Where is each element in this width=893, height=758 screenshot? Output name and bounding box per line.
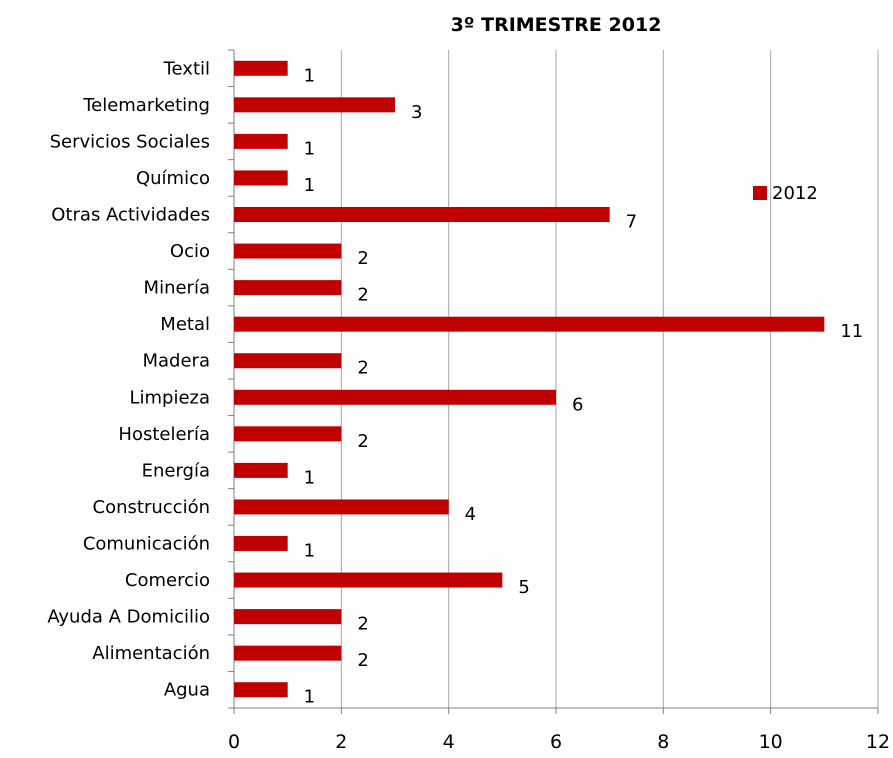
data-label: 2: [357, 285, 368, 306]
bar: [234, 243, 342, 259]
data-label: 2: [357, 650, 368, 671]
bar: [234, 353, 342, 369]
data-label: 2: [357, 248, 368, 269]
x-tick-label: 12: [866, 731, 890, 753]
data-label: 2: [357, 431, 368, 452]
bar: [234, 462, 288, 478]
bar: [234, 645, 342, 661]
data-label: 2: [357, 614, 368, 635]
x-tick-label: 2: [335, 731, 347, 753]
bar: [234, 609, 342, 625]
y-tick-label: Construcción: [93, 497, 210, 518]
bar: [234, 170, 288, 186]
y-tick-label: Agua: [164, 680, 210, 701]
bar: [234, 499, 449, 515]
y-tick-label: Madera: [143, 351, 211, 372]
bar: [234, 426, 342, 442]
x-tick-label: 6: [550, 731, 562, 753]
bar: [234, 207, 610, 222]
y-tick-label: Químico: [136, 168, 210, 189]
chart-title: 3º TRIMESTRE 2012: [450, 14, 662, 36]
bar: [234, 389, 556, 405]
data-label: 7: [626, 212, 637, 233]
bar: [234, 536, 288, 551]
y-tick-label: Ocio: [170, 241, 210, 262]
x-tick-label: 4: [443, 731, 455, 753]
data-label: 5: [518, 577, 529, 598]
y-tick-label: Textil: [163, 58, 210, 79]
legend-label: 2012: [772, 183, 818, 204]
data-label: 1: [304, 687, 315, 708]
bar: [234, 682, 288, 698]
legend-swatch: [753, 186, 767, 200]
y-tick-label: Telemarketing: [82, 95, 210, 116]
data-label: 1: [304, 65, 315, 86]
data-label: 2: [357, 358, 368, 379]
y-tick-label: Ayuda A Domicilio: [47, 607, 210, 628]
data-label: 11: [840, 321, 863, 342]
y-tick-label: Minería: [144, 278, 210, 299]
data-label: 1: [304, 175, 315, 196]
data-label: 3: [411, 102, 422, 123]
x-tick-label: 10: [759, 731, 783, 753]
bar: [234, 572, 503, 588]
x-tick-label: 0: [228, 731, 240, 753]
x-tick-label: 8: [657, 731, 669, 753]
data-label: 1: [304, 467, 315, 488]
y-tick-label: Alimentación: [92, 643, 210, 664]
bar: [234, 280, 342, 296]
y-tick-label: Limpieza: [129, 387, 210, 408]
y-tick-label: Comunicación: [83, 534, 210, 555]
y-tick-label: Servicios Sociales: [50, 131, 210, 152]
y-tick-label: Comercio: [125, 570, 210, 591]
bar: [234, 60, 288, 76]
y-tick-label: Otras Actividades: [51, 205, 210, 226]
data-label: 1: [304, 541, 315, 562]
y-tick-label: Energía: [142, 460, 210, 481]
bar: [234, 316, 825, 332]
data-label: 6: [572, 394, 583, 415]
data-label: 1: [304, 138, 315, 159]
data-label: 4: [465, 504, 476, 525]
y-tick-label: Hostelería: [118, 424, 210, 445]
y-tick-label: Metal: [160, 314, 210, 335]
bar: [234, 133, 288, 149]
bar: [234, 97, 395, 113]
